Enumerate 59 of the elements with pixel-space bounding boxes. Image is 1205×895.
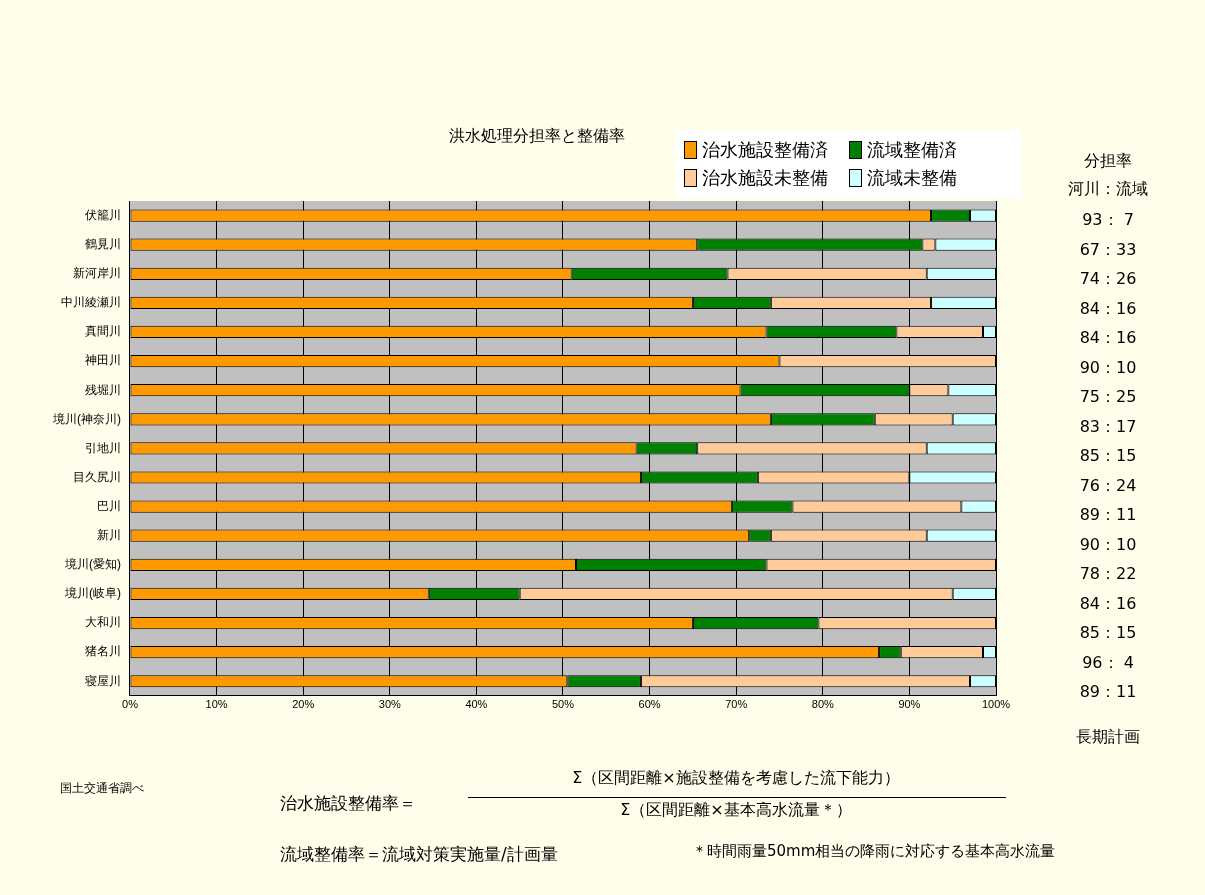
y-tick-label: 目久尻川	[72, 469, 121, 484]
text: 75：25	[1078, 387, 1138, 408]
y-tick-label: 鶴見川	[84, 236, 121, 251]
chart-title: 洪水処理分担率と整備率	[449, 126, 625, 145]
y-tick-label: 引地川	[84, 440, 121, 455]
y-tick-label: 大和川	[84, 615, 121, 630]
x-tick-label: 70%	[725, 698, 748, 711]
text: 85：15	[1078, 623, 1138, 644]
y-tick-label: 寝屋川	[84, 673, 121, 688]
legend-label: 流域未整備	[867, 166, 957, 190]
text: Σ（区間距離×施設整備を考慮した流下能力）	[571, 768, 901, 789]
y-tick-label: 真間川	[84, 324, 121, 339]
x-tick-label: 60%	[638, 698, 661, 711]
text: 分担率	[1084, 151, 1132, 170]
x-tick-label: 30%	[378, 698, 402, 711]
y-tick-label: 残堀川	[84, 382, 121, 397]
y-tick-label: 中川綾瀬川	[60, 295, 121, 310]
y-tick-label: 境川(愛知)	[63, 557, 121, 572]
text: 流域整備率＝流域対策実施量/計画量	[280, 843, 558, 866]
legend-label: 治水施設整備済	[702, 138, 828, 162]
text: 国土交通省調べ	[60, 780, 144, 797]
x-tick-label: 10%	[205, 698, 228, 711]
legend-label: 治水施設未整備	[702, 166, 828, 190]
text: 67：33	[1078, 239, 1138, 261]
text: 78：22	[1078, 564, 1138, 585]
legend-label: 流域整備済	[867, 138, 957, 162]
x-tick-label: 100%	[981, 698, 1011, 711]
x-tick-label: 90%	[898, 698, 921, 711]
x-tick-label: 40%	[465, 698, 488, 711]
x-tick-label: 0%	[122, 698, 139, 711]
text: 84：16	[1078, 328, 1138, 349]
text: 96： 4	[1081, 652, 1135, 674]
text: 93： 7	[1081, 210, 1135, 231]
text: 90：10	[1078, 534, 1138, 556]
text: ＊時間雨量50mm相当の降雨に対応する基本高水流量	[692, 842, 1056, 861]
y-tick-label: 巴川	[96, 498, 121, 513]
text: 治水施設整備率＝	[280, 792, 416, 815]
y-tick-label: 新河岸川	[72, 266, 121, 281]
y-tick-label: 境川(神奈川)	[51, 411, 121, 426]
y-tick-label: 猪名川	[84, 644, 121, 659]
text: 84：16	[1078, 298, 1138, 320]
text: 74：26	[1078, 269, 1138, 290]
text: 89：11	[1078, 505, 1138, 526]
x-tick-label: 50%	[551, 698, 575, 711]
y-tick-label: 神田川	[84, 353, 121, 368]
text: 84：16	[1078, 593, 1138, 615]
text: 河川：流域	[1068, 179, 1148, 198]
text: 90：10	[1078, 357, 1138, 379]
text: 89：11	[1079, 682, 1137, 701]
text: 83：17	[1078, 416, 1138, 438]
y-tick-label: 境川(岐阜)	[63, 586, 121, 601]
text: 長期計画	[1075, 727, 1141, 748]
text: Σ（区間距離×基本高水流量＊）	[619, 800, 853, 821]
y-tick-label: 新川	[96, 528, 121, 543]
x-tick-label: 80%	[811, 698, 835, 711]
text: 76：24	[1078, 475, 1138, 497]
y-tick-label: 伏籠川	[84, 207, 121, 222]
x-tick-label: 20%	[292, 698, 315, 711]
text: 85：15	[1078, 446, 1138, 467]
